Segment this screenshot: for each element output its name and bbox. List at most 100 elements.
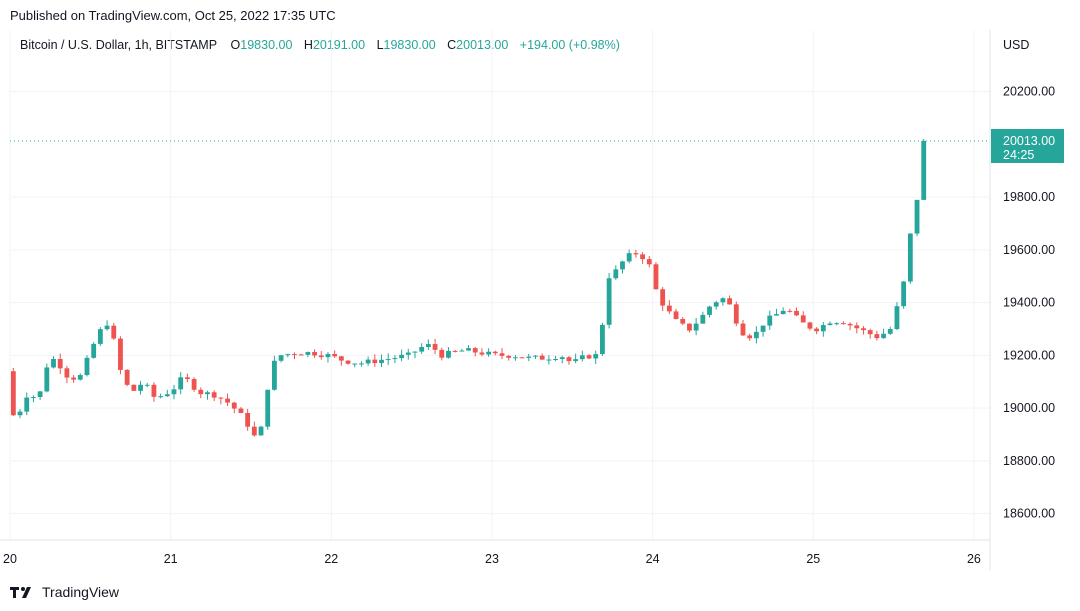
- candle: [760, 325, 766, 332]
- candle: [399, 354, 405, 359]
- candle: [412, 351, 418, 353]
- candle: [753, 331, 759, 339]
- candle: [104, 325, 110, 330]
- candle: [867, 330, 873, 335]
- candle: [352, 363, 358, 365]
- candle: [600, 324, 605, 355]
- candle: [620, 261, 625, 270]
- candle: [707, 306, 712, 315]
- candle: [499, 353, 505, 356]
- currency-label: USD: [1003, 38, 1030, 52]
- candle: [606, 278, 612, 325]
- candle: [660, 289, 666, 306]
- candle: [325, 353, 331, 358]
- open-key: O: [230, 38, 241, 52]
- grid-lines: [0, 30, 991, 570]
- candle: [71, 377, 77, 380]
- candle: [211, 392, 217, 398]
- candle: [332, 353, 338, 357]
- candle: [51, 358, 56, 368]
- time-axis[interactable]: 20 21 22 23 24 25 26: [3, 552, 981, 566]
- candle: [586, 355, 592, 359]
- candle: [91, 343, 97, 358]
- candle: [780, 310, 786, 315]
- candles-layer: [10, 139, 927, 437]
- candle: [767, 315, 773, 326]
- candle: [118, 338, 123, 370]
- candle: [613, 269, 619, 279]
- candle: [472, 348, 478, 353]
- price-axis[interactable]: 18600.00 18800.00 19000.00 19200.00 19400.00…: [1003, 85, 1055, 521]
- close-value: 20013.00: [456, 38, 509, 52]
- candle: [881, 333, 886, 339]
- last-price-value: 20013.00: [1003, 134, 1055, 148]
- candle: [272, 360, 277, 390]
- candle: [439, 349, 445, 358]
- candle: [379, 359, 384, 364]
- tradingview-logo-icon: [10, 587, 31, 598]
- symbol-title: Bitcoin / U.S. Dollar, 1h, BITSTAMP: [20, 38, 218, 52]
- y-tick-label: 19000.00: [1003, 401, 1055, 415]
- candle: [687, 323, 692, 331]
- candle: [566, 357, 572, 362]
- candle: [238, 408, 244, 413]
- candle: [553, 358, 558, 360]
- close-key: C: [447, 38, 457, 52]
- candle: [894, 306, 900, 330]
- candle: [847, 323, 853, 326]
- candle: [31, 397, 36, 399]
- candle: [673, 311, 679, 319]
- candle: [526, 356, 532, 358]
- candle: [392, 358, 398, 360]
- candle: [64, 368, 70, 378]
- candle: [151, 384, 157, 397]
- footer: TradingView: [10, 584, 119, 600]
- chart-legend: Bitcoin / U.S. Dollar, 1h, BITSTAMP O198…: [20, 38, 620, 52]
- candle: [914, 199, 920, 234]
- y-tick-label: 19200.00: [1003, 348, 1055, 362]
- y-tick-label: 20200.00: [1003, 85, 1055, 99]
- x-tick-label: 20: [3, 552, 17, 566]
- candle: [901, 281, 907, 307]
- candle: [492, 351, 498, 354]
- candle: [218, 397, 224, 399]
- candle: [285, 354, 291, 356]
- candle: [425, 344, 431, 348]
- candle: [385, 358, 391, 360]
- candle: [245, 412, 251, 427]
- open-value: 19830.00: [240, 38, 293, 52]
- candle: [573, 359, 579, 362]
- y-tick-label: 18600.00: [1003, 507, 1055, 521]
- candle: [338, 356, 344, 361]
- candle: [579, 355, 585, 360]
- low-value: 19830.00: [383, 38, 436, 52]
- y-tick-label: 19400.00: [1003, 296, 1055, 310]
- candle: [827, 323, 833, 326]
- candle: [854, 325, 860, 329]
- candle: [359, 363, 364, 365]
- candle: [559, 357, 565, 359]
- candle: [345, 360, 351, 364]
- candle: [446, 350, 451, 358]
- x-tick-label: 26: [967, 552, 981, 566]
- candle: [519, 357, 525, 359]
- candle: [111, 325, 117, 339]
- candle: [787, 310, 793, 312]
- last-price-badge: [991, 128, 1064, 163]
- candle: [178, 377, 184, 390]
- candle: [693, 323, 699, 331]
- published-line: Published on TradingView.com, Oct 25, 20…: [10, 8, 336, 23]
- low-key: L: [376, 38, 384, 52]
- high-value: 20191.00: [312, 38, 366, 52]
- candle: [807, 322, 813, 329]
- candle: [191, 379, 197, 390]
- y-tick-label: 19600.00: [1003, 243, 1055, 257]
- candle: [84, 357, 90, 376]
- candle: [653, 264, 659, 290]
- candle: [907, 233, 913, 282]
- candle: [292, 354, 297, 356]
- candle: [700, 314, 706, 324]
- candle: [626, 253, 632, 262]
- candle: [479, 352, 485, 355]
